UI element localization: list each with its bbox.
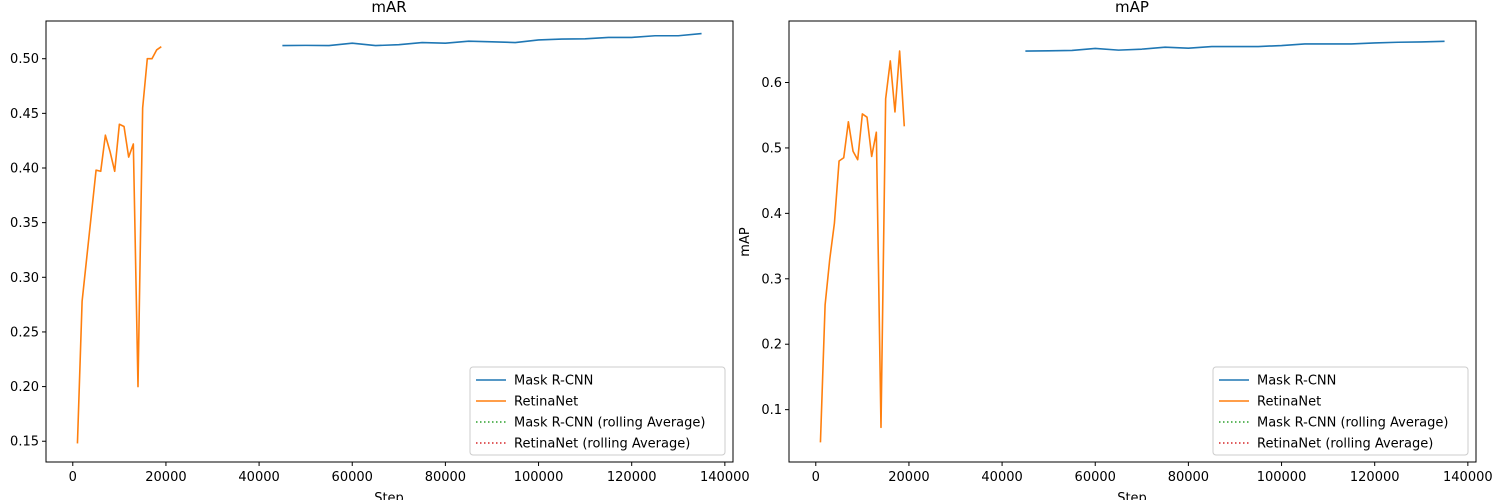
y-tick-label: 0.40 bbox=[10, 162, 39, 177]
x-tick-label: 80000 bbox=[1168, 470, 1209, 485]
x-tick-label: 140000 bbox=[700, 470, 750, 485]
y-tick-label: 0.2 bbox=[761, 338, 782, 353]
x-tick-label: 40000 bbox=[981, 470, 1022, 485]
x-tick-label: 120000 bbox=[607, 470, 657, 485]
y-tick-label: 0.45 bbox=[10, 107, 39, 122]
x-tick-label: 140000 bbox=[1443, 470, 1493, 485]
x-tick-label: 0 bbox=[69, 470, 77, 485]
legend-box bbox=[1212, 366, 1469, 456]
legend: Mask R-CNN RetinaNet Mask R-CNN (rolling A… bbox=[1212, 366, 1469, 456]
y-tick-label: 0.35 bbox=[10, 216, 39, 231]
x-tick-label: 20000 bbox=[145, 470, 186, 485]
map-chart-panel: mAP Step mAP 0 20000 40000 60000 80000 100000… bbox=[738, 0, 1493, 500]
mar-chart-panel: mAR Step 0 20000 40000 60000 80000 100000 1200… bbox=[10, 0, 750, 500]
y-tick-label: 0.25 bbox=[10, 325, 39, 340]
y-tick-label: 0.1 bbox=[761, 403, 782, 418]
x-tick-label: 0 bbox=[812, 470, 820, 485]
series-line-mask-r-cnn bbox=[1025, 40, 1445, 52]
x-tick-label: 80000 bbox=[425, 470, 466, 485]
x-tick-label: 20000 bbox=[888, 470, 929, 485]
legend-label: Mask R-CNN bbox=[1257, 374, 1336, 389]
legend-label: RetinaNet (rolling Average) bbox=[514, 437, 690, 452]
y-tick-label: 0.30 bbox=[10, 271, 39, 286]
x-tick-label: 40000 bbox=[238, 470, 279, 485]
plot-frame bbox=[788, 20, 1477, 463]
legend-label: RetinaNet bbox=[1257, 395, 1321, 410]
chart-title: mAR bbox=[371, 0, 406, 16]
plot-frame bbox=[45, 20, 734, 463]
legend-box bbox=[469, 366, 726, 456]
y-tick-label: 0.20 bbox=[10, 380, 39, 395]
y-tick-label: 0.5 bbox=[761, 141, 782, 156]
series-line-retinanet bbox=[819, 50, 906, 443]
y-tick-label: 0.50 bbox=[10, 52, 39, 67]
x-tick-label: 100000 bbox=[514, 470, 564, 485]
y-tick-label: 0.4 bbox=[761, 207, 782, 222]
x-tick-label: 100000 bbox=[1257, 470, 1307, 485]
legend-label: Mask R-CNN (rolling Average) bbox=[514, 416, 705, 431]
y-tick-label: 0.6 bbox=[761, 76, 782, 91]
y-tick-label: 0.15 bbox=[10, 435, 39, 450]
chart-title: mAP bbox=[1115, 0, 1149, 16]
x-tick-label: 60000 bbox=[332, 470, 373, 485]
legend-label: Mask R-CNN bbox=[514, 374, 593, 389]
legend: Mask R-CNN RetinaNet Mask R-CNN (rolling A… bbox=[469, 366, 726, 456]
x-axis-label: Step bbox=[1117, 491, 1147, 500]
legend-label: RetinaNet bbox=[514, 395, 578, 410]
series-line-retinanet bbox=[76, 46, 162, 444]
legend-label: Mask R-CNN (rolling Average) bbox=[1257, 416, 1448, 431]
series-line-mask-r-cnn bbox=[282, 32, 702, 47]
x-tick-label: 60000 bbox=[1075, 470, 1116, 485]
x-tick-label: 120000 bbox=[1350, 470, 1400, 485]
legend-label: RetinaNet (rolling Average) bbox=[1257, 437, 1433, 452]
y-axis-label: mAP bbox=[738, 227, 753, 257]
x-axis-label: Step bbox=[374, 491, 404, 500]
y-tick-label: 0.3 bbox=[761, 272, 782, 287]
